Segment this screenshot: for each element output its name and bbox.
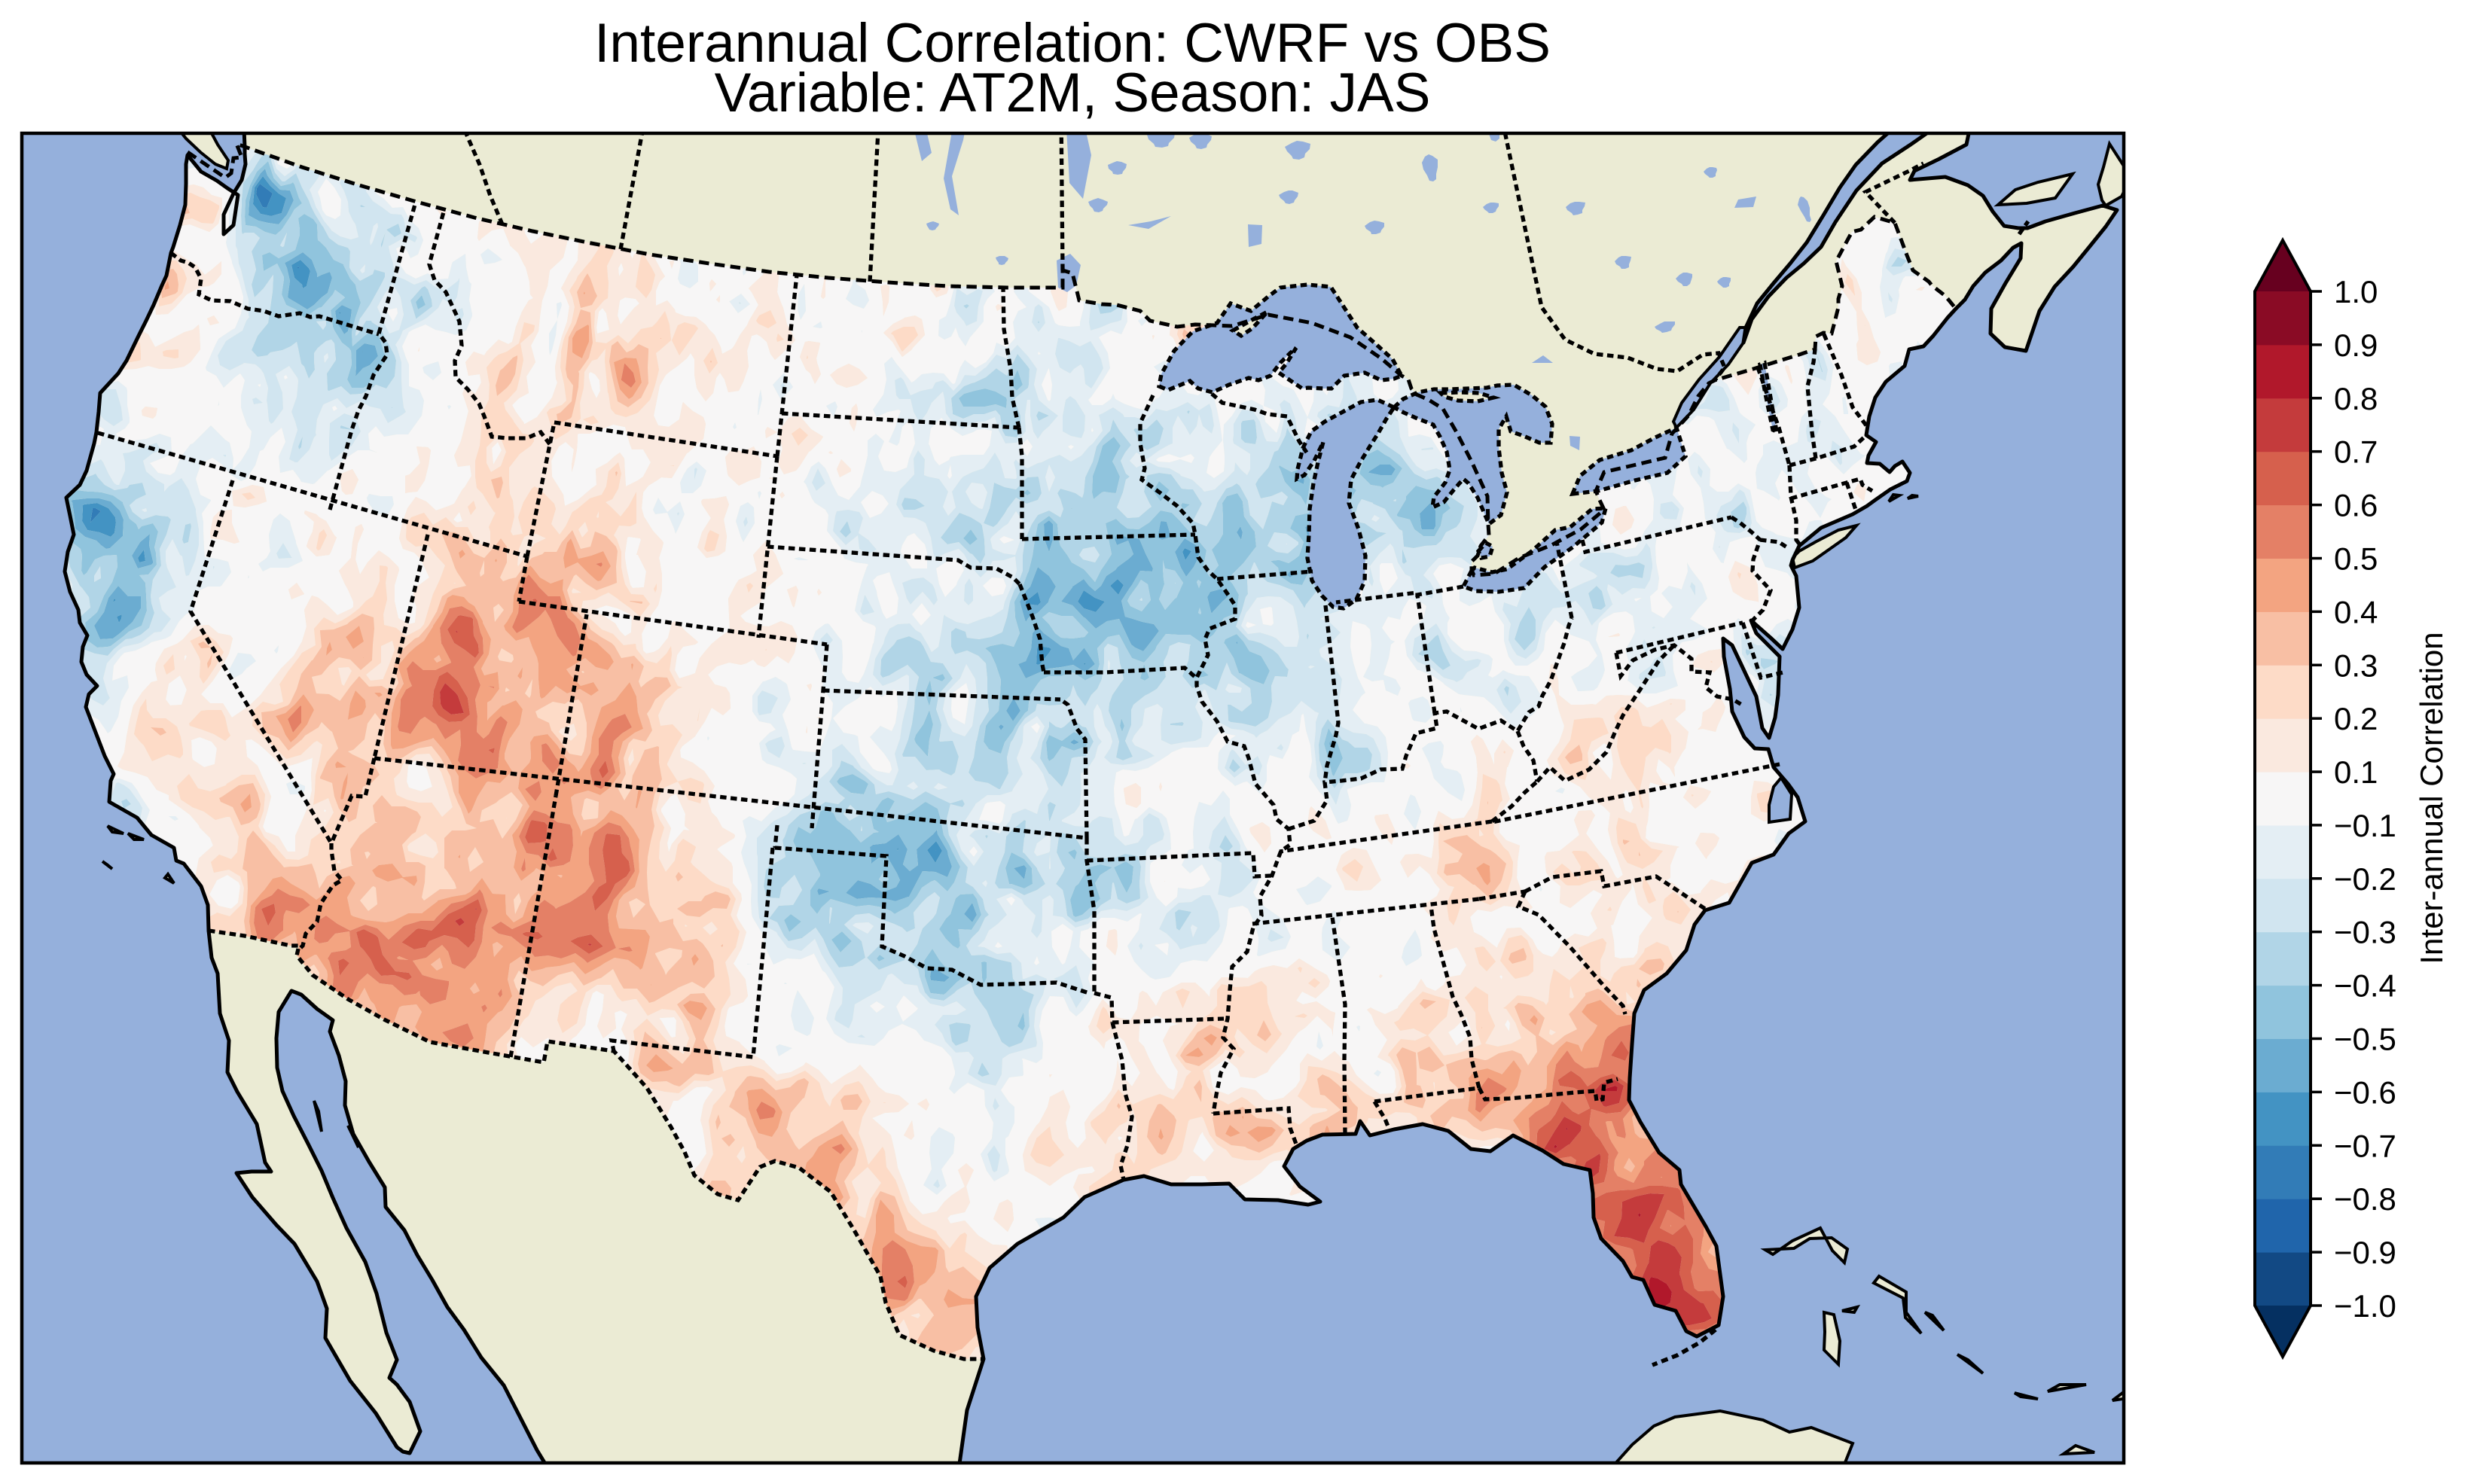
svg-text:0.9: 0.9 bbox=[2334, 328, 2378, 363]
svg-text:Interannual Correlation: CWRF: Interannual Correlation: CWRF vs OBS bbox=[594, 13, 1551, 74]
svg-text:1.0: 1.0 bbox=[2334, 274, 2378, 309]
svg-text:−0.9: −0.9 bbox=[2334, 1235, 2396, 1270]
svg-text:−0.5: −0.5 bbox=[2334, 1022, 2396, 1057]
svg-text:−0.2: −0.2 bbox=[2334, 861, 2396, 897]
svg-text:0.8: 0.8 bbox=[2334, 381, 2378, 416]
svg-text:0.2: 0.2 bbox=[2334, 701, 2378, 736]
svg-text:−0.6: −0.6 bbox=[2334, 1074, 2396, 1110]
svg-text:−0.8: −0.8 bbox=[2334, 1181, 2396, 1217]
svg-text:0.4: 0.4 bbox=[2334, 594, 2378, 629]
svg-text:−0.4: −0.4 bbox=[2334, 968, 2396, 1004]
svg-text:Variable: AT2M, Season: JAS: Variable: AT2M, Season: JAS bbox=[715, 62, 1431, 123]
svg-text:0.1: 0.1 bbox=[2334, 754, 2378, 790]
svg-text:0.5: 0.5 bbox=[2334, 541, 2378, 577]
svg-text:−0.1: −0.1 bbox=[2334, 808, 2396, 843]
svg-text:Inter-annual Correlation: Inter-annual Correlation bbox=[2414, 632, 2449, 964]
svg-text:−1.0: −1.0 bbox=[2334, 1288, 2396, 1324]
svg-text:0.7: 0.7 bbox=[2334, 434, 2378, 470]
svg-text:0.6: 0.6 bbox=[2334, 488, 2378, 523]
svg-text:−0.7: −0.7 bbox=[2334, 1128, 2396, 1163]
svg-text:−0.3: −0.3 bbox=[2334, 915, 2396, 950]
svg-text:0.3: 0.3 bbox=[2334, 648, 2378, 683]
